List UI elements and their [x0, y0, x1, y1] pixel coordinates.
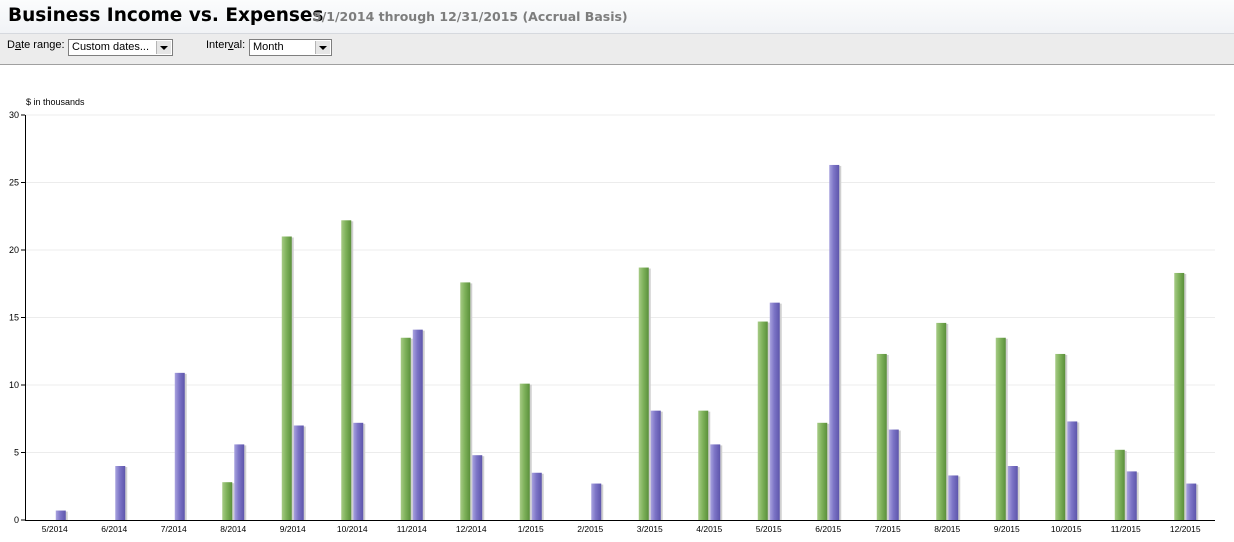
y-tick-label: 15 [9, 313, 19, 323]
x-tick-label: 12/2014 [456, 524, 487, 534]
report-date-range: 5/1/2014 through 12/31/2015 (Accrual Bas… [313, 9, 628, 24]
x-tick-label: 9/2015 [994, 524, 1020, 534]
expense-bar [948, 475, 959, 520]
expense-bar [1067, 421, 1078, 520]
x-tick-label: 11/2014 [397, 524, 427, 534]
expense-bar [115, 466, 126, 520]
expense-bar [829, 164, 840, 520]
income-bar [341, 220, 352, 521]
income-bar [519, 383, 530, 520]
income-bar [995, 337, 1006, 520]
income-bar [817, 422, 828, 520]
y-axis-label: $ in thousands [26, 97, 85, 107]
interval-value: Month [253, 41, 284, 53]
expense-bar [769, 302, 780, 520]
x-tick-label: 6/2014 [101, 524, 127, 534]
x-tick-label: 5/2014 [42, 524, 68, 534]
income-bar [936, 322, 947, 520]
income-bar [1114, 449, 1125, 520]
x-tick-label: 7/2014 [161, 524, 187, 534]
y-tick-label: 10 [9, 380, 19, 390]
x-tick-label: 8/2015 [934, 524, 960, 534]
x-tick-label: 8/2014 [220, 524, 246, 534]
income-bar [1174, 272, 1185, 520]
expense-bar [55, 510, 66, 520]
y-tick-label: 0 [14, 515, 19, 525]
date-range-label: Date range: [7, 39, 65, 51]
x-tick-label: 7/2015 [875, 524, 901, 534]
date-range-value: Custom dates... [72, 41, 150, 53]
date-range-select[interactable]: Custom dates... [68, 39, 173, 56]
x-tick-label: 11/2015 [1111, 524, 1141, 534]
y-tick-label: 30 [9, 110, 19, 120]
expense-bar [1186, 483, 1197, 520]
expense-bar [1126, 471, 1137, 520]
x-tick-label: 1/2015 [518, 524, 544, 534]
x-tick-label: 6/2015 [815, 524, 841, 534]
income-bar [281, 236, 292, 520]
expense-bar [353, 422, 364, 520]
expense-bar [472, 455, 483, 520]
expense-bar [1007, 466, 1018, 520]
expense-bar [293, 425, 304, 520]
income-bar [1055, 353, 1066, 520]
income-bar [698, 410, 709, 520]
income-bar [757, 321, 768, 520]
y-tick-label: 25 [9, 178, 19, 188]
chevron-down-icon[interactable] [156, 41, 171, 54]
expense-bar [412, 329, 423, 520]
x-tick-label: 12/2015 [1170, 524, 1201, 534]
x-tick-label: 10/2014 [337, 524, 368, 534]
interval-label: Interval: [206, 39, 246, 51]
income-bar [460, 282, 471, 520]
report-toolbar: Date range: Custom dates... Interval: Mo… [0, 34, 1234, 65]
income-bar [638, 267, 649, 520]
expense-bar [591, 483, 602, 520]
expense-bar [234, 444, 245, 520]
chevron-down-icon[interactable] [315, 41, 330, 54]
x-tick-label: 4/2015 [696, 524, 722, 534]
x-tick-label: 9/2014 [280, 524, 306, 534]
income-bar [222, 482, 233, 520]
y-tick-label: 5 [14, 448, 19, 458]
x-tick-label: 2/2015 [577, 524, 603, 534]
expense-bar [650, 410, 661, 520]
report-title: Business Income vs. Expenses [8, 5, 324, 26]
income-bar [876, 353, 887, 520]
interval-select[interactable]: Month [249, 39, 332, 56]
title-bar: Business Income vs. Expenses 5/1/2014 th… [0, 0, 1234, 34]
income-bar [400, 337, 411, 520]
x-tick-label: 5/2015 [756, 524, 782, 534]
x-tick-label: 10/2015 [1051, 524, 1082, 534]
y-tick-label: 20 [9, 245, 19, 255]
expense-bar [710, 444, 721, 520]
income-expense-chart: $ in thousands 0 5 10 15 20 25 30 5/2014 6/2014 7… [9, 97, 1215, 534]
x-tick-label: 3/2015 [637, 524, 663, 534]
expense-bar [531, 472, 542, 520]
expense-bar [174, 372, 185, 520]
expense-bar [888, 429, 899, 520]
